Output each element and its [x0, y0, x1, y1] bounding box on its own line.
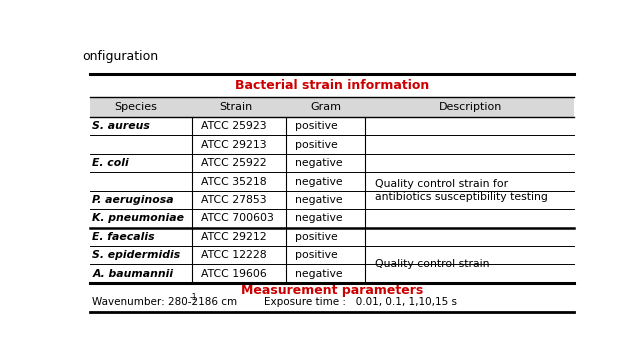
- Text: Measurement parameters: Measurement parameters: [241, 284, 423, 297]
- Text: ATCC 29213: ATCC 29213: [200, 140, 266, 150]
- Text: Species: Species: [114, 102, 157, 112]
- Text: Quality control strain for
antibiotics susceptibility testing: Quality control strain for antibiotics s…: [375, 179, 548, 202]
- Text: ATCC 19606: ATCC 19606: [200, 268, 266, 278]
- Text: ATCC 35218: ATCC 35218: [200, 176, 266, 186]
- Text: negative: negative: [295, 195, 342, 205]
- Text: P. aeruginosa: P. aeruginosa: [92, 195, 174, 205]
- Bar: [90, 97, 573, 117]
- Text: Quality control strain: Quality control strain: [375, 260, 490, 270]
- Text: Bacterial strain information: Bacterial strain information: [235, 79, 429, 92]
- Text: negative: negative: [295, 158, 342, 168]
- Text: negative: negative: [295, 268, 342, 278]
- Text: ATCC 27853: ATCC 27853: [200, 195, 266, 205]
- Text: ATCC 25922: ATCC 25922: [200, 158, 266, 168]
- Text: Exposure time :   0.01, 0.1, 1,10,15 s: Exposure time : 0.01, 0.1, 1,10,15 s: [264, 297, 456, 307]
- Text: A. baumannii: A. baumannii: [92, 268, 173, 278]
- Text: ATCC 700603: ATCC 700603: [200, 213, 273, 223]
- Text: -1: -1: [190, 293, 198, 302]
- Text: E. faecalis: E. faecalis: [92, 232, 155, 242]
- Text: ATCC 25923: ATCC 25923: [200, 121, 266, 131]
- Text: positive: positive: [295, 232, 337, 242]
- Text: positive: positive: [295, 250, 337, 260]
- Text: Description: Description: [438, 102, 502, 112]
- Text: ATCC 12228: ATCC 12228: [200, 250, 266, 260]
- Text: S. aureus: S. aureus: [92, 121, 150, 131]
- Text: ATCC 29212: ATCC 29212: [200, 232, 266, 242]
- Text: Wavenumber: 280-2186 cm: Wavenumber: 280-2186 cm: [92, 297, 237, 307]
- Text: Gram: Gram: [310, 102, 341, 112]
- Text: positive: positive: [295, 121, 337, 131]
- Text: negative: negative: [295, 176, 342, 186]
- Text: E. coli: E. coli: [92, 158, 129, 168]
- Text: onfiguration: onfiguration: [83, 50, 159, 63]
- Text: S. epidermidis: S. epidermidis: [92, 250, 180, 260]
- Text: positive: positive: [295, 140, 337, 150]
- Text: Strain: Strain: [220, 102, 253, 112]
- Text: negative: negative: [295, 213, 342, 223]
- Text: K. pneumoniae: K. pneumoniae: [92, 213, 184, 223]
